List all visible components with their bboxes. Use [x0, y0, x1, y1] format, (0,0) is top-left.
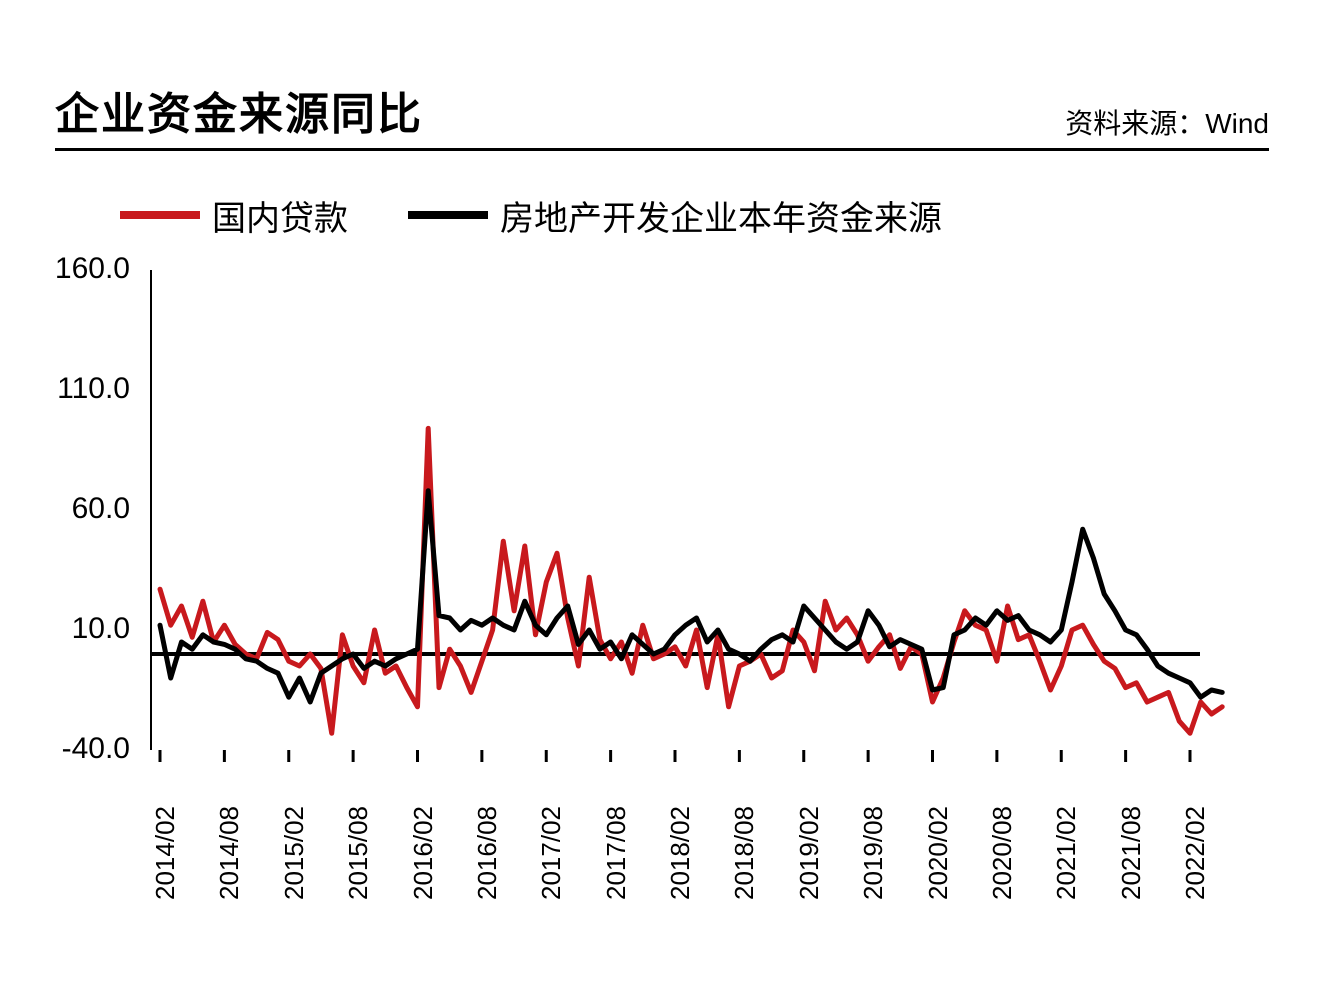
x-tick-label: 2014/08 — [214, 806, 245, 900]
x-tick-label: 2018/08 — [729, 806, 760, 900]
x-tick-label: 2020/08 — [987, 806, 1018, 900]
chart-title: 企业资金来源同比 — [55, 78, 423, 142]
x-tick-label: 2016/02 — [408, 806, 439, 900]
x-tick-label: 2017/02 — [536, 806, 567, 900]
x-tick-label: 2020/02 — [923, 806, 954, 900]
source-label: 资料来源：Wind — [1065, 102, 1269, 142]
x-tick-label: 2016/08 — [472, 806, 503, 900]
legend-swatch-1 — [408, 211, 488, 219]
legend: 国内贷款 房地产开发企业本年资金来源 — [120, 190, 1269, 240]
plot-svg — [150, 270, 1240, 780]
chart-area: 160.0110.060.010.0-40.02014/022014/08201… — [20, 270, 1280, 910]
y-tick-label: 110.0 — [20, 372, 130, 406]
y-tick-label: 160.0 — [20, 252, 130, 286]
header: 企业资金来源同比 资料来源：Wind — [55, 72, 1269, 151]
legend-label-0: 国内贷款 — [212, 191, 348, 240]
y-tick-label: 60.0 — [20, 492, 130, 526]
y-tick-label: -40.0 — [20, 732, 130, 766]
legend-swatch-0 — [120, 211, 200, 219]
x-tick-label: 2019/02 — [794, 806, 825, 900]
x-tick-label: 2022/02 — [1180, 806, 1211, 900]
y-tick-label: 10.0 — [20, 612, 130, 646]
x-tick-label: 2017/08 — [601, 806, 632, 900]
legend-item-1: 房地产开发企业本年资金来源 — [408, 191, 942, 240]
legend-label-1: 房地产开发企业本年资金来源 — [500, 191, 942, 240]
legend-item-0: 国内贷款 — [120, 191, 348, 240]
x-tick-label: 2015/02 — [279, 806, 310, 900]
x-tick-label: 2021/02 — [1051, 806, 1082, 900]
x-tick-label: 2021/08 — [1116, 806, 1147, 900]
x-tick-label: 2014/02 — [150, 806, 181, 900]
x-tick-label: 2019/08 — [858, 806, 889, 900]
x-tick-label: 2015/08 — [343, 806, 374, 900]
x-tick-label: 2018/02 — [665, 806, 696, 900]
